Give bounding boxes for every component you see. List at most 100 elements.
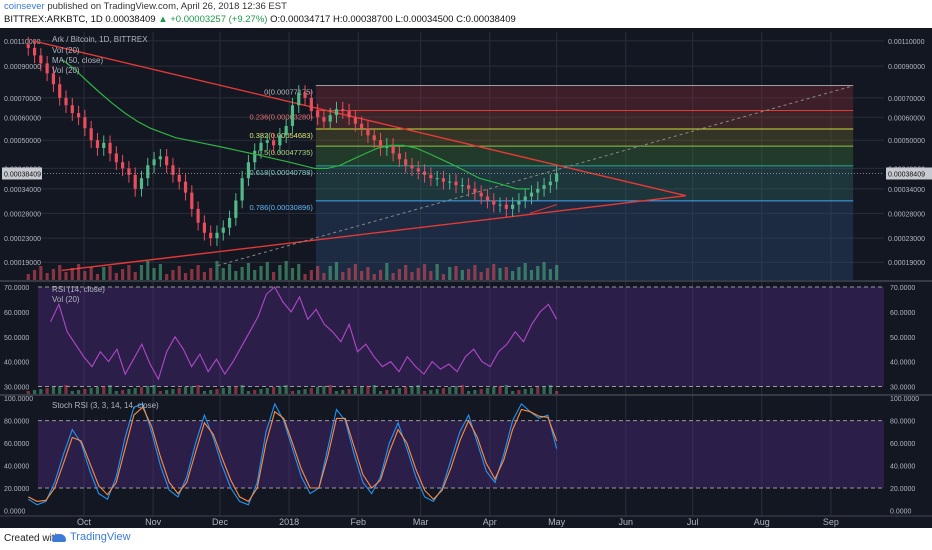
- volume-bar: [529, 270, 534, 280]
- rsi-volume-bar: [121, 390, 125, 394]
- volume-bar: [183, 273, 188, 280]
- rsi-volume-bar: [316, 387, 320, 394]
- candle-body: [95, 140, 100, 149]
- candle-body: [108, 142, 112, 154]
- x-tick-label: Feb: [350, 517, 366, 527]
- rsi-volume-bar: [328, 385, 332, 394]
- candle-body: [127, 168, 131, 175]
- candle-body: [146, 165, 150, 179]
- candle-body: [529, 192, 534, 197]
- stoch-y-tick-left: 20.0000: [4, 486, 29, 493]
- x-tick-label: Jul: [687, 517, 699, 527]
- fib-zone: [315, 128, 854, 147]
- stoch-y-tick-left: 60.0000: [4, 441, 29, 448]
- rsi-volume-bar: [372, 385, 376, 394]
- x-tick-label: Nov: [145, 517, 162, 527]
- volume-bar: [460, 270, 464, 280]
- volume-bar: [246, 263, 251, 280]
- volume-bar: [165, 274, 169, 280]
- fib-zone: [315, 146, 854, 166]
- author-link[interactable]: coinsever: [4, 1, 45, 12]
- volume-bar: [347, 268, 351, 280]
- rsi-volume-bar: [448, 387, 452, 394]
- candle-body: [555, 173, 559, 182]
- rsi-volume-bar: [460, 385, 464, 394]
- rsi-volume-bar: [360, 387, 364, 394]
- candle-body: [441, 178, 446, 182]
- volume-bar: [297, 264, 301, 280]
- y-tick-label-right: 0.00070000: [888, 96, 925, 103]
- volume-bar: [334, 262, 339, 280]
- volume-bar: [517, 267, 521, 280]
- chart-canvas[interactable]: Oct Nov Dec 2018 Feb Mar Apr May Jun Jul Aug Sep 0.0…: [0, 28, 932, 528]
- symbol-line: BITTREX:ARKBTC, 1D 0.00038409 ▲ +0.00003…: [4, 14, 516, 25]
- volume-bar: [341, 272, 345, 280]
- y-tick-label-left: 0.00110000: [4, 39, 41, 46]
- y-tick-label-left: 0.00050000: [4, 138, 41, 145]
- volume-bar: [95, 274, 100, 280]
- fib-level-label: 0.786(0.00030896): [249, 203, 313, 212]
- rsi-volume-bar: [26, 391, 30, 394]
- rsi-volume-bar: [391, 389, 395, 394]
- rsi-volume-bar: [410, 386, 414, 394]
- volume-bar: [133, 272, 137, 280]
- volume-bar: [372, 274, 376, 280]
- tradingview-brand[interactable]: TradingView: [70, 531, 131, 543]
- volume-bar: [448, 267, 452, 280]
- candle-body: [297, 92, 301, 106]
- rsi-volume-bar: [183, 387, 188, 394]
- rsi-volume-bar: [114, 391, 118, 394]
- rsi-volume-bar: [102, 386, 106, 394]
- volume-bar: [146, 261, 150, 280]
- volume-bar: [328, 266, 332, 280]
- candle-body: [39, 55, 43, 64]
- rsi-volume-bar: [165, 390, 169, 394]
- volume-bar: [353, 264, 357, 280]
- volume-bar: [51, 269, 56, 280]
- rsi-volume-bar: [45, 388, 49, 394]
- candle-body: [177, 174, 181, 182]
- volume-bar: [26, 274, 30, 280]
- candle-body: [139, 178, 144, 189]
- stoch-k-line: [28, 402, 558, 506]
- y-tick-label-right: 0.00023000: [888, 236, 925, 243]
- volume-bar: [466, 269, 471, 280]
- volume-bar: [485, 268, 490, 280]
- volume-bar: [366, 267, 370, 280]
- candle-body: [435, 178, 439, 180]
- volume-bar: [429, 271, 433, 280]
- rsi-volume-bar: [492, 387, 496, 394]
- rsi-line: [50, 286, 558, 381]
- y-tick-label-right: 0.00060000: [888, 115, 925, 122]
- candle-body: [303, 92, 307, 98]
- volume-bar: [536, 266, 540, 280]
- candle-body: [397, 153, 401, 160]
- main-legend-entry: Vol (20): [52, 66, 80, 75]
- last-price-tag-left-text: 0.00038409: [4, 171, 41, 178]
- candle-body: [328, 115, 332, 122]
- y-tick-label-right: 0.00050000: [888, 138, 925, 145]
- last-price-tag-left: [2, 167, 42, 180]
- candle-body: [316, 111, 320, 118]
- candle-body: [26, 44, 30, 48]
- candle-body: [221, 227, 225, 233]
- main-legend-entry: Vol (20): [52, 46, 80, 55]
- rsi-volume-bar: [127, 389, 131, 394]
- x-tick-label: 2018: [279, 517, 299, 527]
- y-tick-label-left: 0.00090000: [4, 64, 41, 71]
- low-value: 0.00034500: [403, 14, 454, 25]
- ma50-line: [61, 58, 530, 190]
- candle-body: [347, 111, 351, 118]
- volume-bar: [58, 265, 62, 280]
- volume-bar: [284, 261, 288, 280]
- symbol-name: BITTREX:ARKBTC, 1D: [4, 14, 103, 25]
- volume-bar: [45, 273, 49, 280]
- candle-body: [240, 178, 244, 201]
- rsi-volume-bar: [498, 386, 502, 394]
- volume-bar: [83, 271, 87, 280]
- volume-bar: [498, 268, 502, 280]
- rsi-volume-bar: [397, 388, 401, 394]
- y-tick-label-left: 0.00028000: [4, 211, 41, 218]
- volume-bar: [215, 261, 219, 280]
- rsi-y-tick-right: 70.0000: [890, 285, 915, 292]
